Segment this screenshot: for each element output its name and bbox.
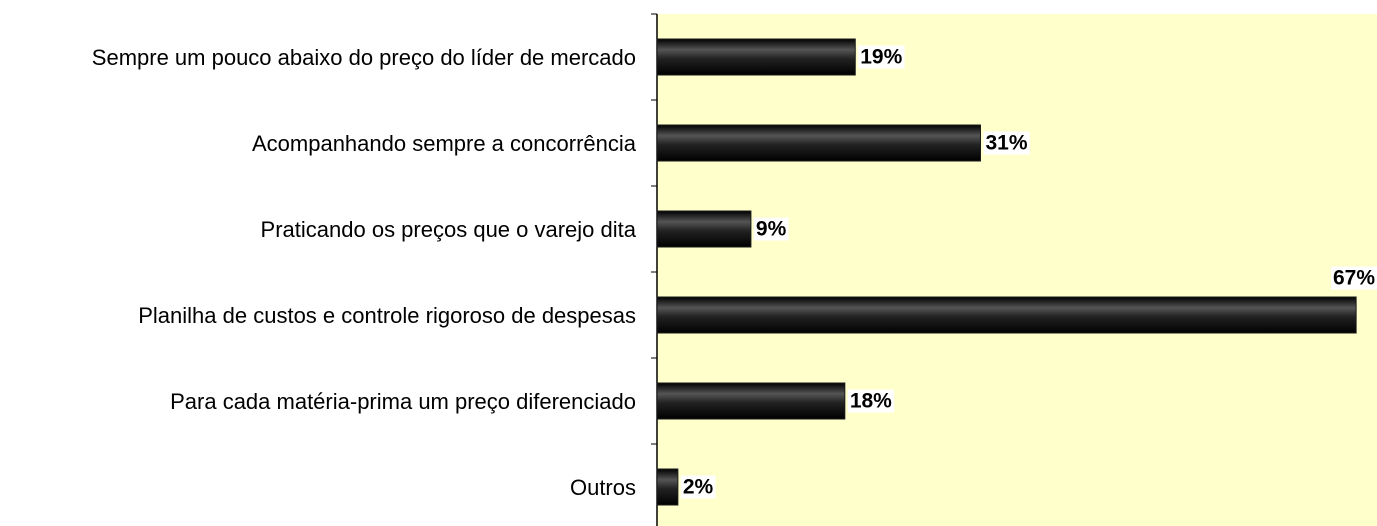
value-label: 9% <box>756 218 787 241</box>
value-label-background <box>1330 266 1377 290</box>
value-label: 31% <box>985 132 1027 155</box>
value-label: 18% <box>850 390 892 413</box>
category-label-box: Acompanhando sempre a concorrência <box>0 103 636 183</box>
value-label-group: 9% <box>753 217 789 241</box>
category-label: Praticando os preços que o varejo dita <box>260 216 636 242</box>
value-label: 67% <box>1333 267 1375 290</box>
value-label-group: 2% <box>680 475 716 499</box>
bar <box>656 38 856 76</box>
category-label: Acompanhando sempre a concorrência <box>251 130 636 156</box>
bar <box>656 210 752 248</box>
value-label-background <box>858 45 905 69</box>
category-label: Para cada matéria-prima um preço diferen… <box>170 388 636 414</box>
bar <box>656 468 679 506</box>
value-label-background <box>680 475 716 499</box>
value-label-background <box>847 389 895 413</box>
value-label-group: 67% <box>1330 266 1377 290</box>
category-label: Planilha de custos e controle rigoroso d… <box>138 302 636 328</box>
value-label: 19% <box>860 46 902 69</box>
bar <box>656 296 1357 334</box>
bar <box>656 124 981 162</box>
category-label: Outros <box>569 474 636 500</box>
plot-background <box>657 14 1377 526</box>
value-label-group: 18% <box>847 389 895 413</box>
category-label: Sempre um pouco abaixo do preço do líder… <box>91 44 636 70</box>
category-label-box: Sempre um pouco abaixo do preço do líder… <box>0 17 636 97</box>
category-label-box: Planilha de custos e controle rigoroso d… <box>0 275 636 355</box>
value-label-group: 19% <box>858 45 905 69</box>
value-label: 2% <box>683 476 714 499</box>
category-label-box: Para cada matéria-prima um preço diferen… <box>0 361 636 441</box>
bar <box>656 382 846 420</box>
category-label-box: Outros <box>0 447 636 526</box>
value-label-background <box>983 131 1030 155</box>
value-label-group: 31% <box>983 131 1030 155</box>
value-label-background <box>753 217 789 241</box>
category-label-box: Praticando os preços que o varejo dita <box>0 189 636 269</box>
